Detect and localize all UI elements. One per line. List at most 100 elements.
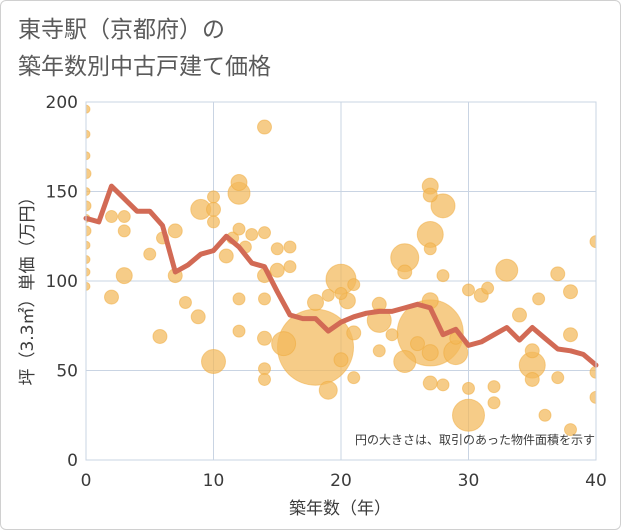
- bubble-point: [232, 222, 246, 236]
- bubble-point: [436, 269, 450, 283]
- y-tick-label: 50: [56, 362, 78, 382]
- bubble-point: [512, 307, 527, 323]
- bubble-point: [589, 390, 596, 404]
- bubble-point: [423, 242, 437, 256]
- bubble-point: [372, 344, 386, 358]
- chart-title-line2: 築年数別中古戸建て価格: [18, 54, 271, 80]
- bubble-point: [258, 362, 271, 376]
- bubble-point: [524, 343, 540, 359]
- bubble-point: [86, 255, 91, 265]
- bubble-point: [436, 378, 450, 392]
- bubble-point: [462, 283, 475, 297]
- bubble-point: [86, 129, 91, 139]
- bubble-point: [232, 292, 246, 306]
- bubble-point: [410, 336, 425, 352]
- bubble-point: [481, 281, 495, 295]
- bubble-point: [283, 240, 297, 254]
- average-price-line: [83, 183, 599, 368]
- bubble-point: [422, 375, 438, 391]
- x-tick-label: 0: [81, 471, 92, 491]
- x-tick-label: 40: [585, 471, 607, 491]
- bubble-point: [86, 168, 92, 180]
- bubble-point: [167, 223, 183, 239]
- bubble-series: [86, 104, 596, 437]
- y-tick-label: 200: [46, 93, 78, 113]
- bubble-point: [564, 423, 577, 437]
- bubble-point: [563, 284, 578, 300]
- x-tick-label: 20: [330, 471, 352, 491]
- bubble-point: [269, 262, 285, 278]
- y-tick-labels: 0 50 100 150 200: [46, 93, 78, 471]
- bubble-point: [86, 200, 92, 212]
- bubble-point: [218, 248, 234, 264]
- x-tick-label: 10: [203, 471, 225, 491]
- bubble-point: [334, 287, 348, 301]
- bubble-point: [421, 344, 439, 362]
- bubble-point: [347, 278, 361, 292]
- bubble-point: [532, 292, 546, 306]
- bubble-point: [430, 193, 456, 219]
- bubble-point: [550, 266, 566, 282]
- bubble-point: [201, 349, 226, 375]
- bubble-point: [452, 398, 485, 432]
- bubble-point: [207, 190, 220, 204]
- bubble-point: [190, 309, 206, 325]
- x-tick-labels: 0 10 20 30 40: [81, 471, 607, 491]
- bubble-point: [563, 327, 578, 343]
- bubble-point: [152, 328, 168, 344]
- bubble-point: [258, 292, 271, 306]
- bubble-point: [495, 258, 519, 282]
- bubble-point: [86, 104, 91, 114]
- bubble-point: [283, 260, 297, 274]
- y-tick-label: 100: [46, 272, 78, 292]
- bubble-point: [245, 227, 259, 241]
- bubble-point: [86, 281, 91, 291]
- bubble-point: [385, 328, 399, 342]
- bubble-point: [86, 225, 92, 237]
- bubble-point: [232, 324, 246, 338]
- bubble-size-note: 円の大きさは、取引のあった物件面積を示す: [355, 432, 595, 447]
- bubble-point: [230, 174, 248, 192]
- bubble-point: [86, 151, 91, 161]
- bubble-point: [422, 187, 438, 203]
- bubble-point: [258, 226, 271, 240]
- bubble-point: [115, 267, 133, 285]
- x-tick-label: 30: [458, 471, 480, 491]
- y-axis-label: 坪（3.3㎡）単価（万円）: [18, 188, 38, 385]
- x-axis-label: 築年数（年）: [289, 499, 391, 519]
- bubble-point: [117, 224, 131, 238]
- bubble-point: [589, 235, 596, 249]
- chart-title: 東寺駅（京都府）の 築年数別中古戸建て価格: [18, 12, 271, 86]
- chart-title-line1: 東寺駅（京都府）の: [18, 17, 225, 43]
- bubble-point: [207, 215, 220, 229]
- bubble-point: [318, 380, 338, 400]
- bubble-point: [86, 267, 91, 277]
- bubble-point: [589, 365, 596, 379]
- bubble-point: [105, 210, 118, 224]
- y-tick-label: 150: [46, 183, 78, 203]
- bubble-point: [178, 295, 192, 309]
- bubble-point: [143, 247, 157, 261]
- y-tick-label: 0: [67, 451, 78, 471]
- bubble-point: [321, 288, 335, 302]
- bubble-point: [347, 371, 361, 385]
- bubble-point: [524, 371, 540, 387]
- bubble-point: [86, 187, 91, 196]
- bubble-point: [270, 242, 284, 256]
- bubble-point: [462, 381, 475, 395]
- bubble-point: [487, 380, 501, 394]
- bubble-point: [307, 293, 324, 311]
- bubble-point: [538, 408, 552, 422]
- bubble-point: [551, 371, 565, 385]
- bubble-point: [117, 210, 131, 224]
- bubble-point: [104, 289, 119, 305]
- bubble-point: [86, 240, 91, 250]
- plot-border: [85, 101, 597, 461]
- bubble-point: [257, 119, 272, 135]
- bubble-point: [397, 264, 413, 280]
- bubble-point: [271, 331, 297, 357]
- bubble-point: [258, 372, 271, 386]
- bubble-point: [346, 325, 362, 341]
- bubble-point: [206, 201, 221, 217]
